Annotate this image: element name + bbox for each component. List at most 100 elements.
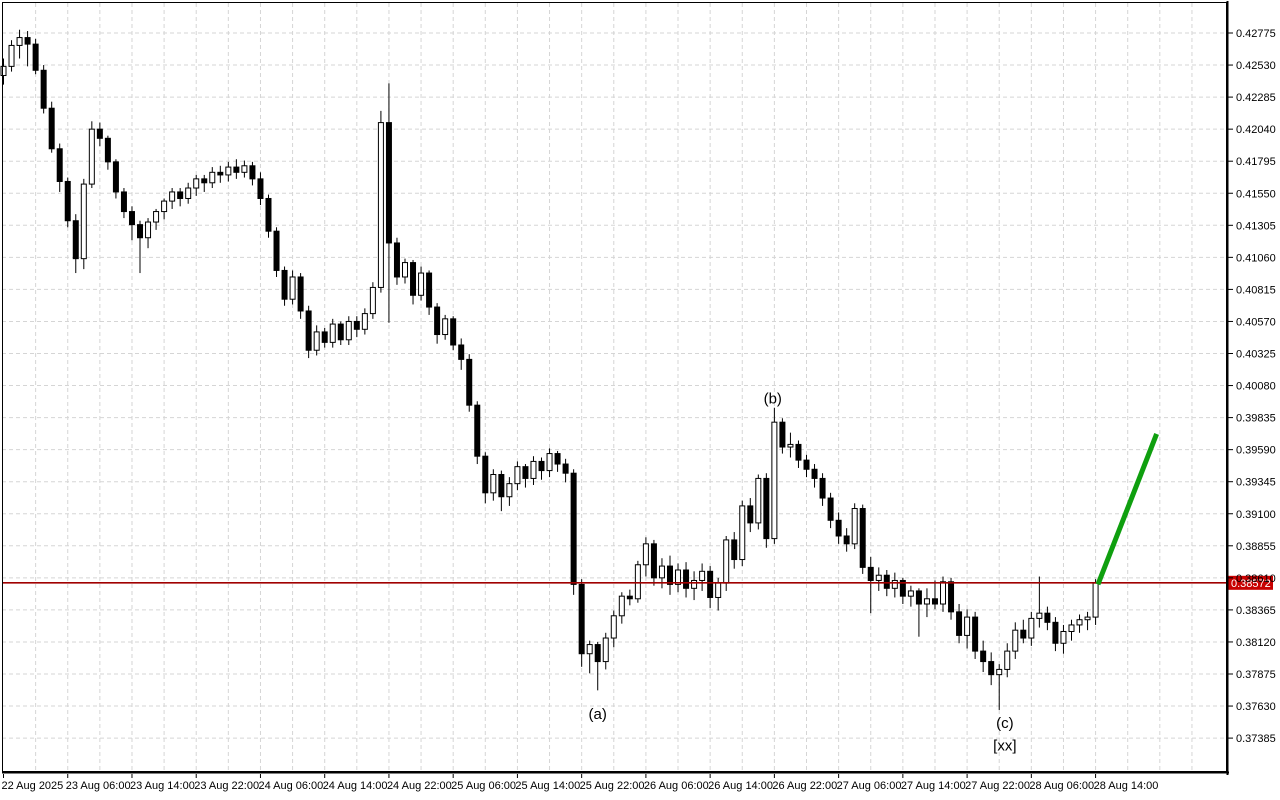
candle xyxy=(771,421,778,540)
y-axis-label[interactable]: 0.42775 xyxy=(1236,28,1276,40)
x-axis-label[interactable]: 23 Aug 14:00 xyxy=(130,780,195,792)
candle xyxy=(618,595,625,617)
y-axis-label[interactable]: 0.38855 xyxy=(1236,541,1276,553)
y-axis-label[interactable]: 0.39345 xyxy=(1236,477,1276,489)
x-axis-label[interactable]: 23 Aug 06:00 xyxy=(66,780,131,792)
candle xyxy=(16,37,23,46)
candle xyxy=(393,242,400,278)
projection-trendline[interactable] xyxy=(1095,433,1159,586)
candle xyxy=(177,191,184,199)
candle xyxy=(385,122,392,244)
x-axis-label[interactable]: 28 Aug 14:00 xyxy=(1094,780,1159,792)
y-axis-label[interactable]: 0.42285 xyxy=(1236,92,1276,104)
candle xyxy=(321,331,328,343)
price-axis[interactable]: 0.42775 0.42530 0.42285 0.42040 0.41795 0.415… xyxy=(1228,28,1276,745)
candle xyxy=(112,161,119,193)
candle xyxy=(40,69,47,109)
x-axis-label[interactable]: 25 Aug 22:00 xyxy=(580,780,645,792)
candle xyxy=(948,581,955,613)
y-axis-label[interactable]: 0.38365 xyxy=(1236,605,1276,617)
candle xyxy=(538,460,545,472)
candle xyxy=(233,166,240,173)
candle xyxy=(169,191,176,202)
x-axis-label[interactable]: 27 Aug 06:00 xyxy=(837,780,902,792)
annotation-wave-b[interactable]: (b) xyxy=(764,391,782,408)
y-axis-label[interactable]: 0.40570 xyxy=(1236,316,1276,328)
candle xyxy=(434,306,441,336)
x-axis-label[interactable]: 24 Aug 22:00 xyxy=(387,780,452,792)
x-axis-label[interactable]: 26 Aug 14:00 xyxy=(708,780,773,792)
candle xyxy=(787,443,794,448)
candle xyxy=(1020,629,1027,639)
x-axis-label[interactable]: 24 Aug 14:00 xyxy=(323,780,388,792)
annotation-wave-a[interactable]: (a) xyxy=(589,706,607,723)
y-axis-label[interactable]: 0.42040 xyxy=(1236,124,1276,136)
x-axis-label[interactable]: 27 Aug 14:00 xyxy=(901,780,966,792)
x-axis-label[interactable]: 25 Aug 06:00 xyxy=(451,780,516,792)
trendline-group[interactable] xyxy=(1095,433,1159,586)
x-axis-label[interactable]: 27 Aug 22:00 xyxy=(965,780,1030,792)
time-axis[interactable]: 22 Aug 2025 23 Aug 06:00 23 Aug 14:00 23 Au… xyxy=(2,774,1159,792)
y-axis-label[interactable]: 0.41060 xyxy=(1236,252,1276,264)
grid xyxy=(2,3,1226,771)
candle xyxy=(675,569,682,585)
y-axis-label[interactable]: 0.41795 xyxy=(1236,156,1276,168)
candle xyxy=(329,323,336,343)
x-axis-label[interactable]: 22 Aug 2025 xyxy=(2,780,64,792)
y-axis-label[interactable]: 0.39100 xyxy=(1236,509,1276,521)
y-axis-label[interactable]: 0.39590 xyxy=(1236,445,1276,457)
y-axis-label[interactable]: 0.37630 xyxy=(1236,701,1276,713)
candle xyxy=(980,650,987,663)
y-axis-label[interactable]: 0.41550 xyxy=(1236,188,1276,200)
y-axis-label[interactable]: 0.41305 xyxy=(1236,220,1276,232)
x-axis-label[interactable]: 23 Aug 22:00 xyxy=(194,780,259,792)
y-axis-label[interactable]: 0.39835 xyxy=(1236,413,1276,425)
candle xyxy=(8,44,15,67)
current-price-value: 0.38572 xyxy=(1231,578,1271,590)
candle xyxy=(217,171,224,176)
y-axis-label[interactable]: 0.40080 xyxy=(1236,381,1276,393)
candle xyxy=(867,566,874,581)
y-axis-label[interactable]: 0.40815 xyxy=(1236,284,1276,296)
y-axis-label[interactable]: 0.42530 xyxy=(1236,60,1276,72)
candle xyxy=(811,468,818,479)
annotations-group[interactable]: (a) (b) (c) [xx] xyxy=(589,391,1017,755)
candle xyxy=(835,519,842,537)
candle xyxy=(731,539,738,561)
chart-frame xyxy=(2,1,1229,775)
candle xyxy=(907,590,914,597)
x-axis-label[interactable]: 25 Aug 14:00 xyxy=(515,780,580,792)
candle xyxy=(988,661,995,676)
y-axis-label[interactable]: 0.38610 xyxy=(1236,573,1276,585)
y-axis-label[interactable]: 0.37875 xyxy=(1236,669,1276,681)
candle xyxy=(32,43,39,71)
candle xyxy=(923,598,930,605)
candle xyxy=(1036,612,1043,619)
candle xyxy=(410,262,417,296)
candle xyxy=(305,310,312,351)
x-axis-label[interactable]: 24 Aug 06:00 xyxy=(258,780,323,792)
candle xyxy=(658,565,665,579)
candle xyxy=(996,668,1003,676)
y-axis-label[interactable]: 0.40325 xyxy=(1236,349,1276,361)
candle xyxy=(209,171,216,184)
candle xyxy=(803,459,810,470)
candle xyxy=(128,211,135,226)
current-price-box xyxy=(1228,575,1273,590)
x-axis-label[interactable]: 26 Aug 06:00 xyxy=(644,780,709,792)
candle xyxy=(193,178,200,189)
y-axis-label[interactable]: 0.37385 xyxy=(1236,733,1276,745)
candle xyxy=(1012,629,1019,652)
candle xyxy=(650,543,657,579)
x-axis-label[interactable]: 28 Aug 06:00 xyxy=(1029,780,1094,792)
candle xyxy=(225,166,232,176)
annotation-wave-xx[interactable]: [xx] xyxy=(993,737,1016,754)
candle xyxy=(72,220,79,260)
x-axis-label[interactable]: 26 Aug 22:00 xyxy=(772,780,837,792)
y-axis-label[interactable]: 0.38120 xyxy=(1236,637,1276,649)
candle xyxy=(361,313,368,330)
annotation-wave-c[interactable]: (c) xyxy=(996,715,1014,732)
candle xyxy=(56,148,63,182)
candle xyxy=(755,477,762,524)
